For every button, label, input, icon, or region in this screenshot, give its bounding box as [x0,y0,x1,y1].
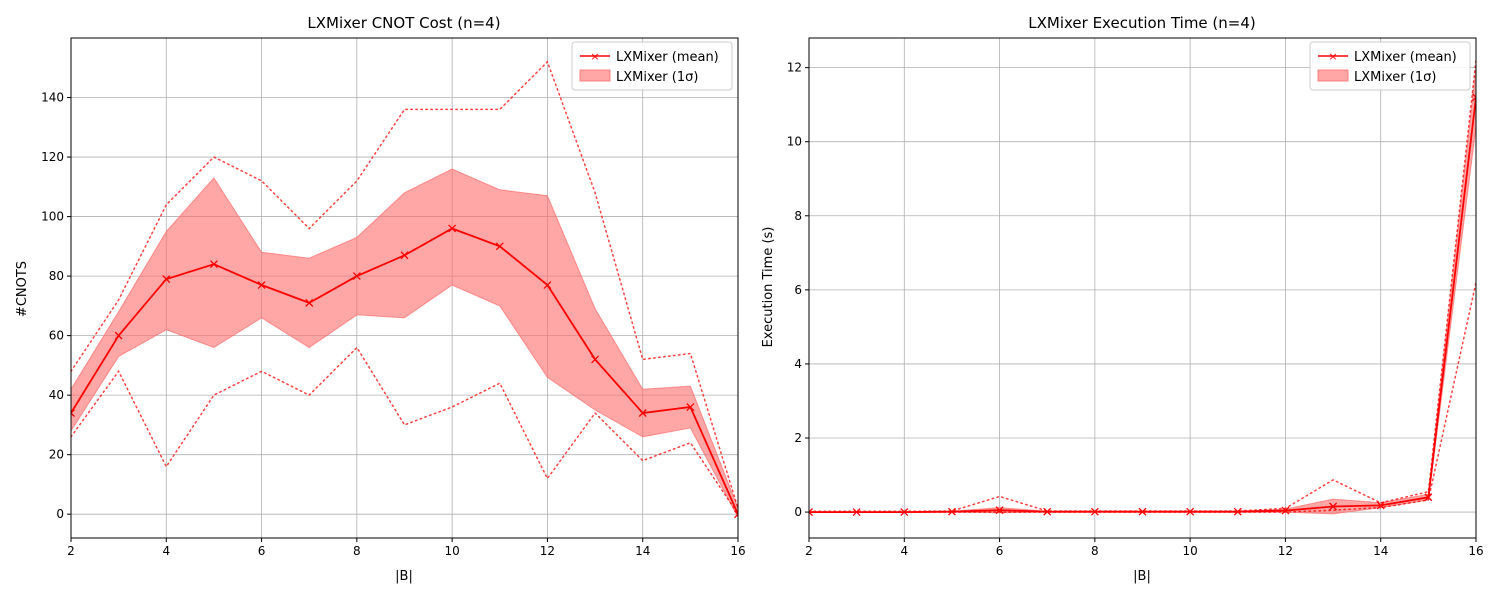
chart-title: LXMixer Execution Time (n=4) [1028,14,1256,32]
legend-mean-label: LXMixer (mean) [616,50,719,65]
x-tick-label: 8 [353,544,361,558]
mean-marker [591,355,600,364]
axes-frame [70,37,739,539]
mean-marker [638,409,647,417]
legend-band-swatch [579,69,611,82]
axes-frame [808,37,1477,539]
y-tick-label: 6 [794,283,802,297]
mean-marker [1138,507,1147,516]
mean-marker [448,224,457,233]
legend-mean-marker: × [1328,50,1337,63]
mean-marker [1329,502,1338,511]
y-tick-label: 40 [49,388,64,402]
y-tick-label: 0 [56,507,64,521]
mean-marker [809,508,813,517]
x-tick-label: 6 [258,544,266,558]
mean-marker [995,506,1004,515]
x-axis-label: |B| [1133,569,1151,584]
chart-title: LXMixer CNOT Cost (n=4) [307,14,500,32]
mean-marker [400,251,409,260]
x-tick-label: 2 [805,544,813,558]
legend-band-swatch [1317,69,1349,82]
y-tick-label: 140 [41,91,64,105]
mean-marker [162,275,171,284]
x-tick-label: 6 [996,544,1004,558]
cnot-cost-chart: LXMixer CNOT Cost (n=4) |B| #CNOTS 2 4 6 8 1… [15,14,746,584]
min-envelope-line [71,346,738,515]
y-tick-label: 60 [49,329,64,343]
legend-band-label: LXMixer (1σ) [616,70,698,85]
x-tick-label: 16 [1468,544,1483,558]
y-tick-label: 8 [794,209,802,223]
plot-area: 2 4 6 8 10 12 14 16 0 20 40 60 80 100 120 140 [41,37,746,558]
series-layer [71,60,738,519]
mean-marker [305,298,314,307]
mean-marker [852,508,861,517]
y-tick-label: 120 [41,150,64,164]
mean-marker [352,272,361,281]
y-tick-label: 12 [787,61,802,75]
mean-marker [1043,507,1052,516]
x-tick-label: 16 [730,544,745,558]
x-tick-label: 8 [1091,544,1099,558]
mean-marker [734,510,738,519]
y-tick-label: 80 [49,269,64,283]
y-tick-label: 100 [41,210,64,224]
mean-marker [114,331,123,340]
legend-band-label: LXMixer (1σ) [1354,70,1436,85]
legend: × LXMixer (mean) LXMixer (1σ) [1309,41,1471,91]
mean-marker [1472,93,1476,102]
mean-marker [1090,507,1099,516]
x-tick-label: 12 [1278,544,1293,558]
mean-marker [900,508,909,517]
std-band [71,168,738,518]
y-tick-label: 10 [787,135,802,149]
legend-mean-label: LXMixer (mean) [1354,50,1457,65]
x-tick-label: 10 [1183,544,1198,558]
y-tick-label: 2 [794,431,802,445]
mean-marker [1186,507,1195,516]
series-layer [809,59,1476,517]
mean-marker [686,403,695,412]
x-tick-label: 4 [900,544,908,558]
legend-mean-marker: × [590,50,599,63]
mean-marker [543,281,552,289]
mean-marker [209,260,218,269]
x-tick-label: 14 [1373,544,1388,558]
mean-marker [1376,501,1385,510]
mean-marker [1281,506,1290,515]
max-envelope-line [71,60,738,509]
x-axis-label: |B| [395,569,413,584]
x-tick-label: 4 [162,544,170,558]
mean-marker [1424,493,1433,502]
mean-marker [1233,507,1242,516]
y-axis-label: Execution Time (s) [761,227,776,348]
x-tick-label: 2 [67,544,75,558]
legend: × LXMixer (mean) LXMixer (1σ) [571,41,733,91]
mean-marker [257,281,266,289]
plot-area: 2 4 6 8 10 12 14 16 0 2 4 6 8 10 12 [787,37,1484,558]
mean-marker [947,507,956,516]
y-axis-label: #CNOTS [15,261,30,317]
x-tick-label: 12 [540,544,555,558]
mean-marker [71,409,75,417]
y-tick-label: 4 [794,357,802,371]
y-tick-label: 20 [49,448,64,462]
execution-time-chart: LXMixer Execution Time (n=4) |B| Executi… [761,14,1484,584]
legend-box [571,41,733,91]
legend-box [1309,41,1471,91]
mean-marker [495,242,504,251]
x-tick-label: 14 [635,544,650,558]
x-tick-label: 10 [445,544,460,558]
y-tick-label: 0 [794,505,802,519]
